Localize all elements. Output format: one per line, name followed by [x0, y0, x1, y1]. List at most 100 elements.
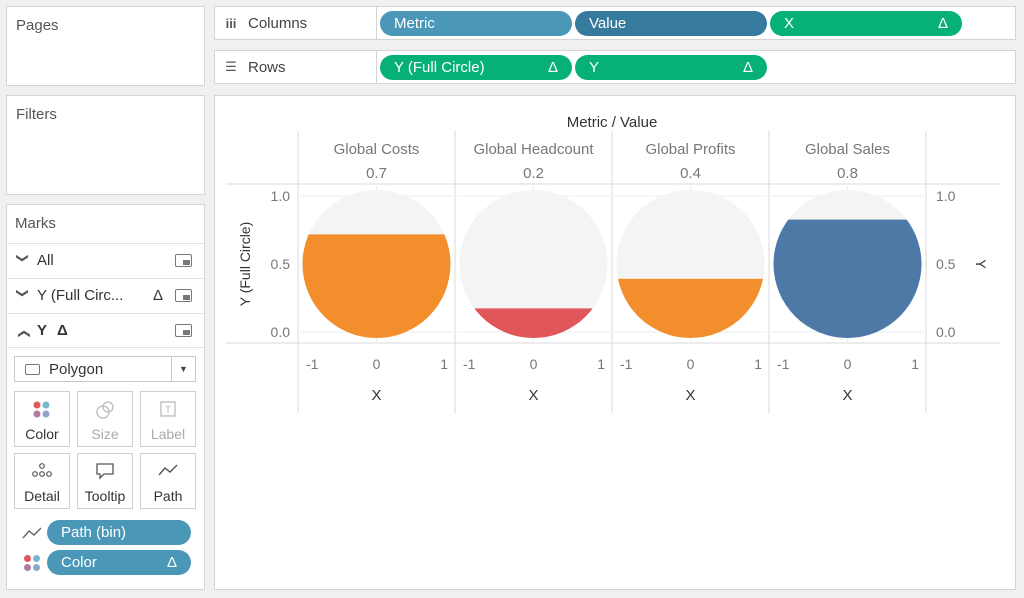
column-pill-value[interactable]: Value — [575, 11, 767, 36]
pages-card[interactable]: Pages — [6, 6, 205, 86]
metric-header: Global Headcount — [473, 141, 594, 158]
x-tick-label: 1 — [911, 356, 919, 372]
marks-row-label: Y (Full Circ... — [37, 287, 124, 304]
color-card-label: Color — [25, 426, 59, 442]
marks-row-all[interactable]: ❯ All — [7, 243, 204, 277]
delta-icon: Δ — [937, 15, 948, 32]
value-header: 0.7 — [366, 165, 387, 182]
chevron-down-icon: ❯ — [16, 287, 30, 298]
size-card-label: Size — [91, 426, 119, 442]
marks-field-color[interactable]: Color Δ — [47, 550, 191, 575]
left-y-tick-label: 0.0 — [271, 324, 291, 340]
columns-icon: iii — [225, 15, 237, 31]
right-y-tick-label: 0.0 — [936, 324, 956, 340]
detail-card[interactable]: Detail — [14, 453, 70, 509]
x-tick-label: 0 — [530, 356, 538, 372]
filters-title: Filters — [16, 106, 57, 123]
circle-fill — [773, 219, 922, 338]
tooltip-icon — [96, 463, 114, 480]
left-y-tick-label: 0.5 — [271, 256, 291, 272]
delta-icon: Δ — [742, 59, 753, 76]
color-icon — [33, 401, 50, 418]
tooltip-card[interactable]: Tooltip — [77, 453, 133, 509]
row-pill-y[interactable]: Y Δ — [575, 55, 767, 80]
chart[interactable]: Metric / Value Global Costs 0.7 -1 0 1 X Global… — [214, 95, 1016, 590]
pill-label: Value — [589, 15, 627, 32]
column-pill-metric[interactable]: Metric — [380, 11, 572, 36]
mark-type-value: Polygon — [49, 360, 104, 378]
x-tick-label: 0 — [687, 356, 695, 372]
metric-header: Global Sales — [805, 141, 890, 158]
circle-fill — [616, 278, 765, 338]
filters-card[interactable]: Filters — [6, 95, 205, 195]
rows-icon: ☰ — [225, 59, 237, 74]
marks-title: Marks — [15, 215, 56, 232]
left-axis-title: Y (Full Circle) — [237, 222, 253, 307]
color-card[interactable]: Color — [14, 391, 70, 447]
row-pill-y-full-circle[interactable]: Y (Full Circle) Δ — [380, 55, 572, 80]
polygon-icon — [25, 363, 40, 375]
label-icon: T — [160, 401, 176, 417]
chevron-up-icon: ❯ — [16, 328, 30, 339]
dropdown-arrow-icon[interactable]: ▼ — [171, 357, 195, 381]
pill-label: Metric — [394, 15, 435, 32]
layer-icon[interactable] — [175, 254, 192, 267]
value-header: 0.2 — [523, 165, 544, 182]
x-tick-label: -1 — [777, 356, 790, 372]
x-tick-label: -1 — [463, 356, 476, 372]
circle-fill — [302, 234, 451, 338]
metric-header: Global Costs — [334, 141, 420, 158]
path-field-icon — [22, 527, 42, 539]
detail-card-label: Detail — [24, 488, 60, 504]
right-y-tick-label: 1.0 — [936, 188, 956, 204]
marks-row-label: All — [37, 252, 54, 269]
x-axis-label: X — [685, 387, 695, 404]
mark-type-select[interactable]: Polygon ▼ — [14, 356, 196, 382]
circle-background — [459, 190, 608, 338]
size-card[interactable]: Size — [77, 391, 133, 447]
pill-label: Y — [589, 59, 600, 76]
x-axis-label: X — [842, 387, 852, 404]
layer-icon[interactable] — [175, 289, 192, 302]
path-card[interactable]: Path — [140, 453, 196, 509]
field-label: Path (bin) — [61, 524, 127, 541]
rows-shelf-label: ☰ Rows — [215, 51, 377, 83]
label-card[interactable]: T Label — [140, 391, 196, 447]
marks-row-label: Y — [37, 322, 48, 339]
size-icon — [96, 401, 114, 419]
color-field-icon — [24, 555, 40, 571]
pill-label: X — [784, 15, 795, 32]
value-header: 0.8 — [837, 165, 858, 182]
delta-icon: Δ — [153, 287, 164, 304]
columns-label-text: Columns — [248, 14, 308, 32]
delta-icon: Δ — [57, 322, 68, 339]
chevron-down-icon: ❯ — [16, 252, 30, 263]
detail-icon — [32, 463, 52, 477]
x-axis-label: X — [371, 387, 381, 404]
column-pill-x[interactable]: X Δ — [770, 11, 962, 36]
right-y-tick-label: 0.5 — [936, 256, 956, 272]
x-tick-label: 0 — [844, 356, 852, 372]
x-axis-label: X — [528, 387, 538, 404]
metric-header: Global Profits — [645, 141, 735, 158]
field-label: Color — [61, 554, 97, 571]
path-card-label: Path — [153, 488, 183, 504]
x-tick-label: -1 — [620, 356, 633, 372]
pill-label: Y (Full Circle) — [394, 59, 485, 76]
layer-icon[interactable] — [175, 324, 192, 337]
right-axis-title: Y — [973, 259, 989, 269]
marks-field-path-bin[interactable]: Path (bin) — [47, 520, 191, 545]
marks-row-y-full-circle[interactable]: ❯ Y (Full Circ... Δ — [7, 278, 204, 312]
tooltip-card-label: Tooltip — [84, 488, 126, 504]
x-tick-label: -1 — [306, 356, 319, 372]
x-tick-label: 0 — [373, 356, 381, 372]
marks-row-y[interactable]: ❯ Y Δ — [7, 313, 204, 347]
delta-icon: Δ — [166, 554, 177, 571]
pages-title: Pages — [16, 17, 59, 34]
columns-shelf-label: iii Columns — [215, 7, 377, 39]
path-icon — [158, 464, 178, 476]
value-header: 0.4 — [680, 165, 701, 182]
x-tick-label: 1 — [597, 356, 605, 372]
chart-header-title: Metric / Value — [567, 114, 658, 131]
rows-label-text: Rows — [248, 58, 286, 76]
